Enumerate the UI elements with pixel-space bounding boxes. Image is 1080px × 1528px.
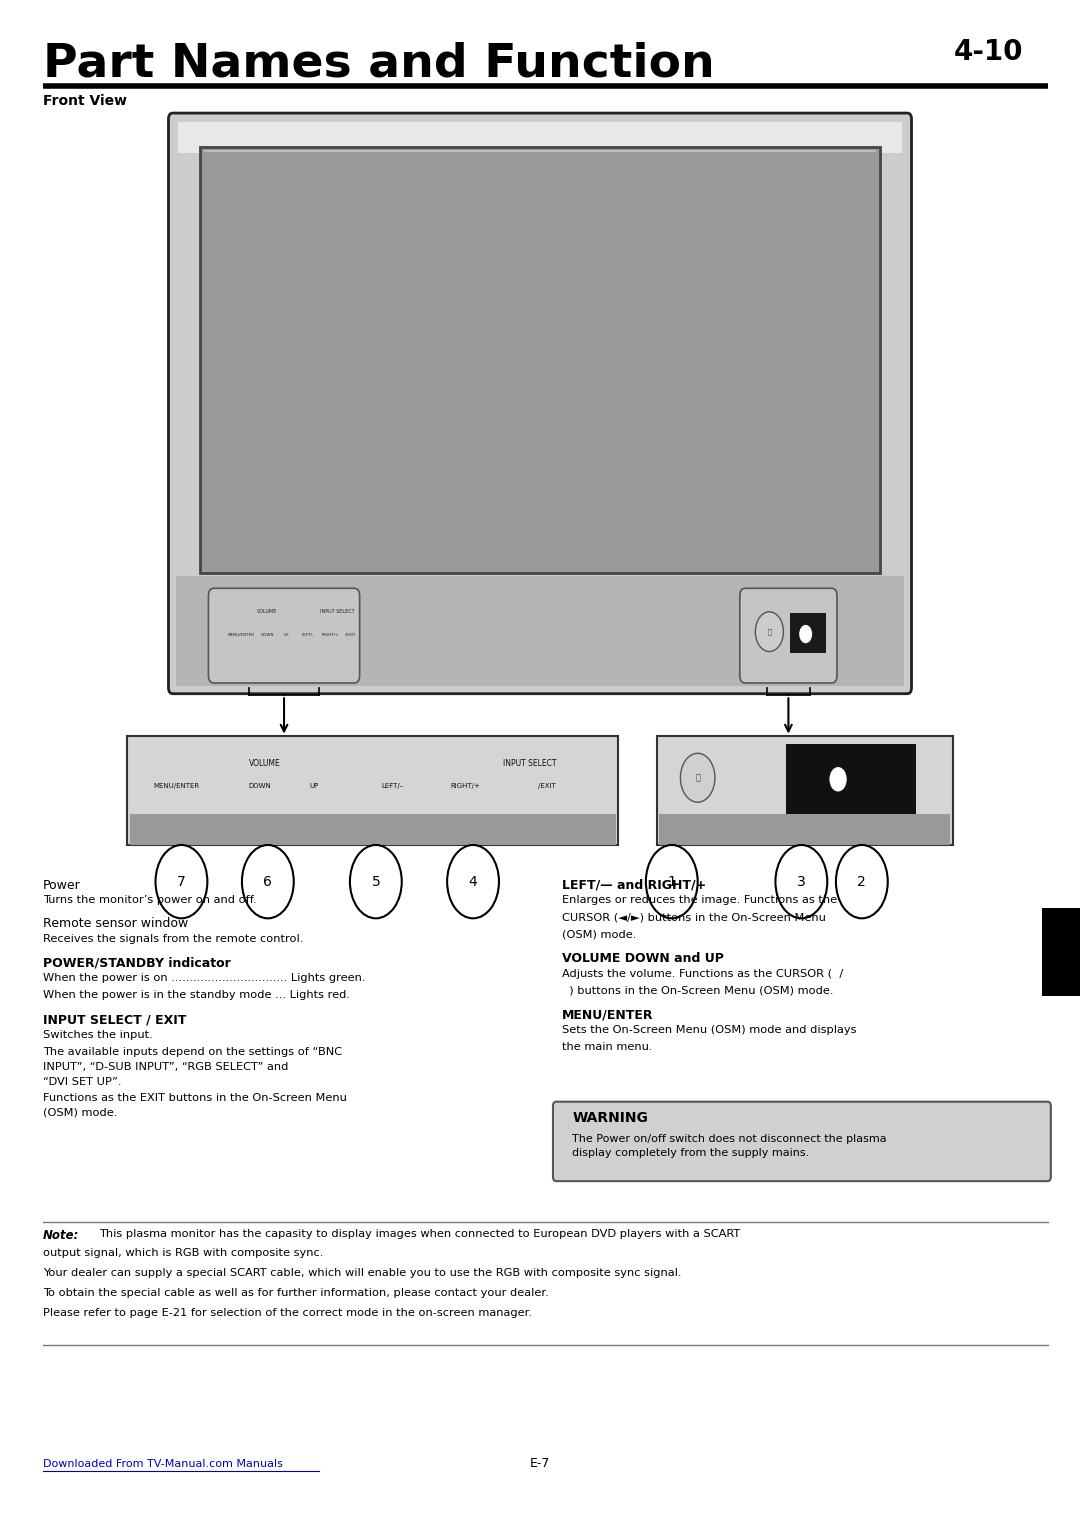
Text: (OSM) mode.: (OSM) mode. bbox=[43, 1108, 118, 1118]
Text: CURSOR (◄/►) buttons in the On-Screen Menu: CURSOR (◄/►) buttons in the On-Screen Me… bbox=[562, 912, 825, 923]
Text: INPUT SELECT: INPUT SELECT bbox=[320, 610, 354, 614]
Text: Note:: Note: bbox=[43, 1229, 80, 1242]
Text: DOWN: DOWN bbox=[260, 633, 274, 637]
FancyBboxPatch shape bbox=[208, 588, 360, 683]
FancyBboxPatch shape bbox=[740, 588, 837, 683]
Text: 4-10: 4-10 bbox=[954, 38, 1023, 66]
Text: (OSM) mode.: (OSM) mode. bbox=[562, 929, 636, 940]
Text: This plasma monitor has the capasity to display images when connected to Europea: This plasma monitor has the capasity to … bbox=[99, 1229, 741, 1239]
Bar bbox=[791, 613, 826, 652]
Bar bbox=[178, 122, 902, 153]
Text: Please refer to page E-21 for selection of the correct mode in the on-screen man: Please refer to page E-21 for selection … bbox=[43, 1308, 532, 1319]
Bar bbox=[657, 736, 953, 845]
Text: DOWN: DOWN bbox=[248, 784, 271, 790]
Text: Your dealer can supply a special SCART cable, which will enable you to use the R: Your dealer can supply a special SCART c… bbox=[43, 1268, 681, 1279]
Text: INPUT”, “D-SUB INPUT”, “RGB SELECT” and: INPUT”, “D-SUB INPUT”, “RGB SELECT” and bbox=[43, 1062, 288, 1073]
Bar bbox=[127, 736, 618, 845]
Text: The available inputs depend on the settings of “BNC: The available inputs depend on the setti… bbox=[43, 1047, 342, 1057]
Bar bbox=[1042, 908, 1080, 996]
Circle shape bbox=[755, 611, 783, 651]
Bar bbox=[659, 814, 950, 845]
Text: Receives the signals from the remote control.: Receives the signals from the remote con… bbox=[43, 934, 303, 944]
Text: MENU/ENTER: MENU/ENTER bbox=[562, 1008, 653, 1022]
Text: Functions as the EXIT buttons in the On-Screen Menu: Functions as the EXIT buttons in the On-… bbox=[43, 1093, 347, 1103]
Text: When the power is in the standby mode ... Lights red.: When the power is in the standby mode ..… bbox=[43, 990, 350, 1001]
Text: INPUT SELECT: INPUT SELECT bbox=[503, 758, 556, 767]
Text: the main menu.: the main menu. bbox=[562, 1042, 652, 1053]
Circle shape bbox=[242, 845, 294, 918]
Text: Power: Power bbox=[43, 879, 81, 892]
Text: 4: 4 bbox=[469, 874, 477, 889]
Text: ) buttons in the On-Screen Menu (OSM) mode.: ) buttons in the On-Screen Menu (OSM) mo… bbox=[562, 986, 833, 996]
Text: Part Names and Function: Part Names and Function bbox=[43, 41, 715, 87]
Text: Turns the monitor’s power on and off.: Turns the monitor’s power on and off. bbox=[43, 895, 257, 906]
Circle shape bbox=[836, 845, 888, 918]
Circle shape bbox=[680, 753, 715, 802]
Text: output signal, which is RGB with composite sync.: output signal, which is RGB with composi… bbox=[43, 1248, 324, 1259]
Circle shape bbox=[350, 845, 402, 918]
Text: 3: 3 bbox=[797, 874, 806, 889]
Bar bbox=[176, 576, 904, 686]
Text: UP: UP bbox=[309, 784, 319, 790]
Text: RIGHT/+: RIGHT/+ bbox=[450, 784, 481, 790]
Text: E-7: E-7 bbox=[530, 1458, 550, 1470]
Text: LEFT/— and RIGHT/+: LEFT/— and RIGHT/+ bbox=[562, 879, 706, 892]
Bar bbox=[130, 814, 616, 845]
Text: Sets the On-Screen Menu (OSM) mode and displays: Sets the On-Screen Menu (OSM) mode and d… bbox=[562, 1025, 856, 1036]
Text: 5: 5 bbox=[372, 874, 380, 889]
Text: /EXIT: /EXIT bbox=[345, 633, 355, 637]
Text: Remote sensor window: Remote sensor window bbox=[43, 917, 188, 931]
Circle shape bbox=[156, 845, 207, 918]
Text: The Power on/off switch does not disconnect the plasma
display completely from t: The Power on/off switch does not disconn… bbox=[572, 1134, 887, 1158]
Text: /EXIT: /EXIT bbox=[538, 784, 555, 790]
Text: 7: 7 bbox=[177, 874, 186, 889]
Text: ⏻: ⏻ bbox=[767, 628, 771, 636]
Text: 2: 2 bbox=[858, 874, 866, 889]
Circle shape bbox=[799, 625, 812, 643]
Text: 1: 1 bbox=[667, 874, 676, 889]
Circle shape bbox=[775, 845, 827, 918]
Text: VOLUME DOWN and UP: VOLUME DOWN and UP bbox=[562, 952, 724, 966]
Text: Enlarges or reduces the image. Functions as the: Enlarges or reduces the image. Functions… bbox=[562, 895, 837, 906]
Text: ⏻: ⏻ bbox=[696, 773, 700, 782]
Circle shape bbox=[646, 845, 698, 918]
Text: INPUT SELECT / EXIT: INPUT SELECT / EXIT bbox=[43, 1013, 187, 1027]
Text: MENU/ENTER: MENU/ENTER bbox=[153, 784, 200, 790]
Bar bbox=[786, 744, 916, 814]
Text: POWER/STANDBY indicator: POWER/STANDBY indicator bbox=[43, 957, 231, 970]
Text: MENU/ENTER: MENU/ENTER bbox=[228, 633, 255, 637]
Circle shape bbox=[829, 767, 847, 792]
Text: Switches the input.: Switches the input. bbox=[43, 1030, 153, 1041]
Text: WARNING: WARNING bbox=[572, 1111, 648, 1125]
Text: LEFT/–: LEFT/– bbox=[381, 784, 403, 790]
Text: Front View: Front View bbox=[43, 93, 127, 108]
Circle shape bbox=[447, 845, 499, 918]
Text: LEFT/–: LEFT/– bbox=[301, 633, 314, 637]
Text: “DVI SET UP”.: “DVI SET UP”. bbox=[43, 1077, 122, 1088]
Text: Downloaded From TV-Manual.com Manuals: Downloaded From TV-Manual.com Manuals bbox=[43, 1459, 283, 1468]
Text: UP: UP bbox=[284, 633, 289, 637]
FancyBboxPatch shape bbox=[553, 1102, 1051, 1181]
FancyBboxPatch shape bbox=[168, 113, 912, 694]
Text: VOLUME: VOLUME bbox=[248, 758, 281, 767]
Text: 6: 6 bbox=[264, 874, 272, 889]
Text: When the power is on ................................ Lights green.: When the power is on ...................… bbox=[43, 973, 366, 984]
Bar bbox=[200, 147, 880, 573]
Text: RIGHT/+: RIGHT/+ bbox=[322, 633, 339, 637]
Text: To obtain the special cable as well as for further information, please contact y: To obtain the special cable as well as f… bbox=[43, 1288, 549, 1299]
Text: Adjusts the volume. Functions as the CURSOR (  /: Adjusts the volume. Functions as the CUR… bbox=[562, 969, 842, 979]
Text: VOLUME: VOLUME bbox=[257, 610, 278, 614]
